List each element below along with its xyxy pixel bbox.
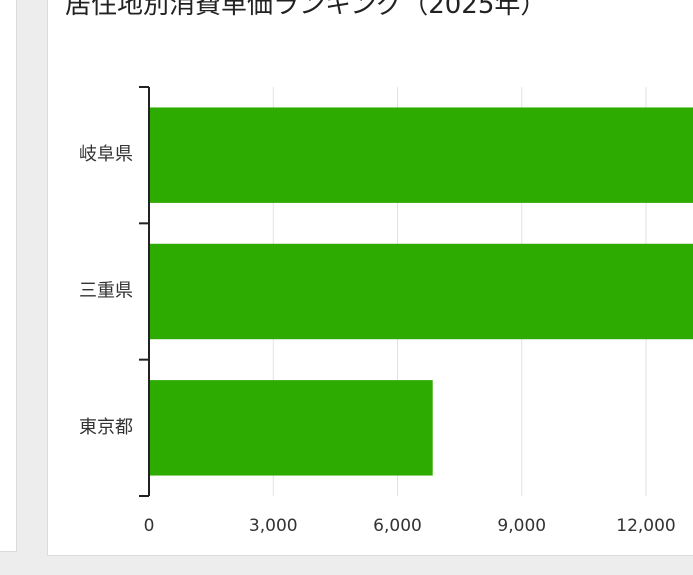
x-tick-label-1: 3,000 bbox=[249, 516, 298, 536]
x-tick-label-3: 9,000 bbox=[497, 516, 546, 536]
category-label-2: 三重県 bbox=[79, 281, 133, 302]
x-tick-label-2: 6,000 bbox=[373, 516, 422, 536]
x-tick-labels: 0 3,000 6,000 9,000 12,000 bbox=[144, 516, 676, 536]
bar-2 bbox=[149, 243, 693, 340]
left-panel bbox=[0, 0, 17, 552]
y-axis bbox=[139, 86, 150, 497]
unit-note: （ bbox=[682, 30, 693, 65]
x-tick-label-4: 12,000 bbox=[616, 516, 675, 536]
category-label-3: 東京都 bbox=[79, 417, 133, 438]
bar-3 bbox=[149, 380, 433, 476]
chart-title: 居住地別消費単価ランキング（2025年） bbox=[65, 0, 547, 20]
x-tick-label-0: 0 bbox=[144, 516, 155, 536]
category-label-1: 岐阜県 bbox=[79, 144, 133, 165]
bars bbox=[149, 107, 693, 476]
bar-1 bbox=[149, 107, 693, 203]
